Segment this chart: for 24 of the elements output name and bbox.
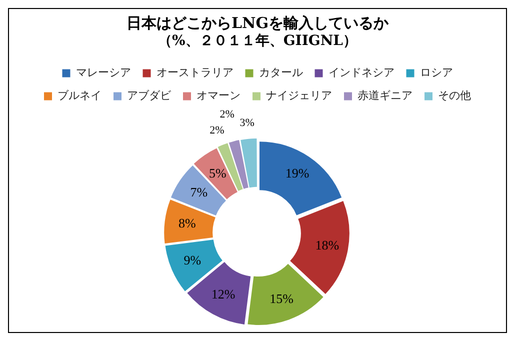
- legend-label: マレーシア: [76, 66, 131, 80]
- chart-subtitle: （%、２０１１年、GIIGNL）: [158, 33, 357, 50]
- data-label: 2%: [210, 124, 224, 136]
- legend-label: アブダビ: [127, 89, 172, 102]
- legend-label: ナイジェリア: [266, 89, 332, 102]
- data-label: 19%: [285, 166, 310, 181]
- legend-label: ブルネイ: [58, 89, 102, 102]
- data-label: 9%: [184, 252, 202, 268]
- data-label: 7%: [190, 184, 208, 200]
- data-label: 8%: [178, 215, 196, 230]
- legend-label: オーストラリア: [156, 66, 234, 80]
- legend-label: その他: [438, 89, 471, 102]
- data-label: 18%: [315, 238, 340, 253]
- data-label: 15%: [270, 291, 294, 306]
- data-label: 3%: [240, 117, 254, 130]
- data-label: 2%: [220, 108, 234, 121]
- legend-label: インドネシア: [328, 66, 394, 80]
- data-label: 5%: [208, 166, 226, 181]
- legend-label: 赤道ギニア: [358, 89, 412, 102]
- legend-label: オマーン: [196, 89, 240, 102]
- legend-label: カタール: [258, 66, 303, 80]
- chart-title: 日本はどこからLNGを輸入しているか: [126, 14, 390, 32]
- legend-label: ロシア: [420, 66, 453, 80]
- data-label: 12%: [211, 286, 236, 302]
